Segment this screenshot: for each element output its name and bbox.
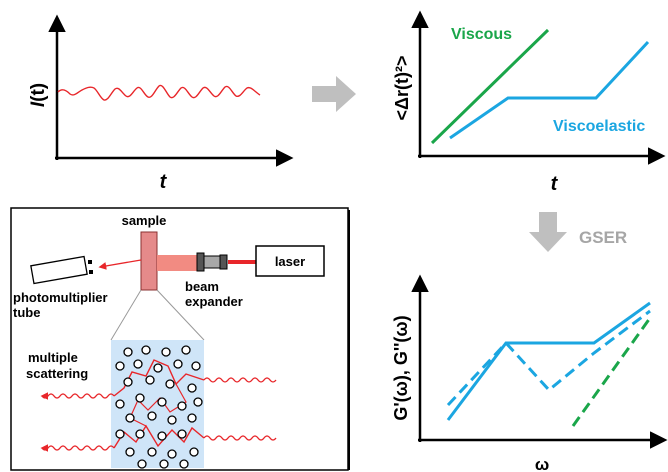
scattered-wave-out-1 bbox=[35, 388, 115, 399]
detected-beam-arrow bbox=[98, 259, 142, 270]
intensity-trace bbox=[57, 84, 261, 101]
viscous-line bbox=[430, 28, 550, 145]
incoming-wave-2 bbox=[203, 435, 277, 441]
viscoelastic-line bbox=[449, 40, 650, 140]
zoom-line-left bbox=[110, 289, 142, 341]
scattering-path-2 bbox=[113, 424, 205, 449]
storage-modulus-line bbox=[446, 301, 651, 421]
intensity-x-label: t bbox=[160, 171, 168, 193]
transition-arrow-right bbox=[312, 76, 356, 112]
scatterer-particles bbox=[115, 345, 203, 469]
sample-label: sample bbox=[122, 213, 167, 228]
moduli-panel: G'(ω), G''(ω) ω bbox=[391, 274, 668, 472]
loss-modulus-dashed-line bbox=[446, 309, 651, 407]
transition-arrow-down bbox=[529, 212, 567, 252]
intensity-y-label: I(t) bbox=[28, 83, 49, 107]
viscoelastic-label: Viscoelastic bbox=[553, 118, 645, 135]
msd-panel: <Δr(t)²> t Viscous Viscoelastic bbox=[392, 10, 666, 195]
scattered-wave-out-2 bbox=[35, 440, 115, 451]
beam-expander bbox=[196, 252, 228, 272]
setup-panel: sample beam expander laser photomultipli… bbox=[10, 207, 350, 471]
scattering-region bbox=[111, 340, 204, 468]
laser-label: laser bbox=[275, 254, 305, 269]
moduli-x-label: ω bbox=[535, 455, 549, 472]
msd-x-label: t bbox=[551, 173, 559, 195]
zoom-line-right bbox=[156, 289, 205, 341]
moduli-y-label: G'(ω), G''(ω) bbox=[391, 315, 411, 420]
expander-label: expander bbox=[185, 294, 243, 309]
laser-box bbox=[255, 245, 325, 277]
sample-cell bbox=[140, 231, 158, 291]
photomultiplier-label: photomultiplier bbox=[13, 290, 108, 305]
incoming-wave-1 bbox=[203, 377, 277, 383]
msd-y-label: <Δr(t)²> bbox=[392, 56, 412, 121]
scattering-label: scattering bbox=[26, 366, 88, 381]
tube-label: tube bbox=[13, 305, 40, 320]
incident-beam bbox=[157, 255, 197, 271]
intensity-panel: I(t) t bbox=[28, 14, 294, 193]
photomultiplier-tube bbox=[30, 255, 93, 285]
laser-beam bbox=[228, 260, 256, 264]
multiple-label: multiple bbox=[28, 350, 78, 365]
beam-label: beam bbox=[185, 279, 219, 294]
gser-label: GSER bbox=[579, 228, 627, 247]
viscous-label: Viscous bbox=[451, 26, 512, 43]
viscous-dashed-line bbox=[571, 317, 652, 427]
